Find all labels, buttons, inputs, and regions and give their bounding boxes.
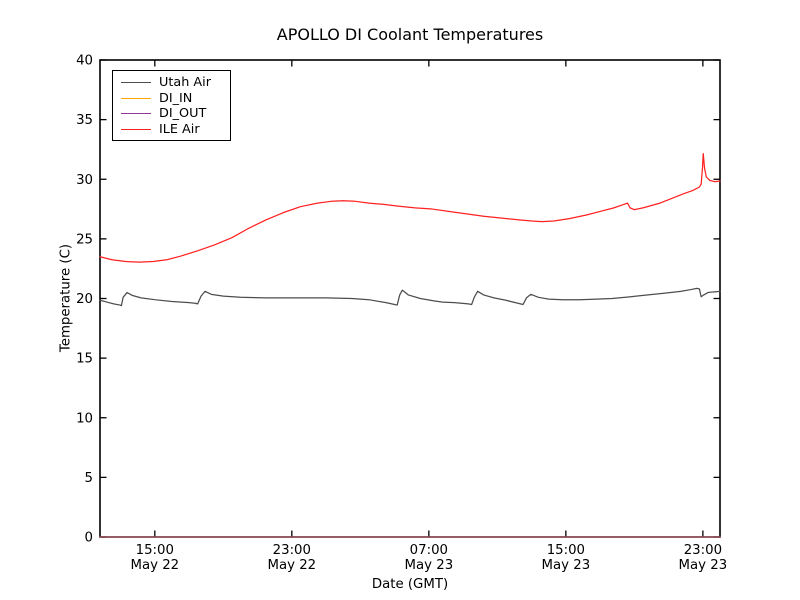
y-tick-label: 0 <box>85 531 93 546</box>
y-tick-label: 35 <box>76 113 93 128</box>
y-tick-label: 5 <box>85 471 93 486</box>
legend-item-di-out: DI_OUT <box>113 106 230 122</box>
y-tick-label: 20 <box>76 292 93 307</box>
legend-item-ile-air: ILE Air <box>113 122 230 138</box>
x-tick-time-label: 23:00 <box>684 543 722 558</box>
x-tick-date-label: May 22 <box>268 558 317 573</box>
x-tick-time-label: 15:00 <box>547 543 585 558</box>
x-tick-date-label: May 23 <box>542 558 591 573</box>
y-tick-label: 40 <box>76 54 93 69</box>
x-tick-time-label: 15:00 <box>136 543 174 558</box>
legend-label: ILE Air <box>159 121 200 137</box>
legend-line-swatch <box>121 128 151 130</box>
y-tick-label: 15 <box>76 352 93 367</box>
x-tick-date-label: May 23 <box>405 558 454 573</box>
y-tick-label: 30 <box>76 173 93 188</box>
x-tick-time-label: 07:00 <box>410 543 448 558</box>
legend-label: DI_IN <box>159 90 193 106</box>
legend-item-di-in: DI_IN <box>113 91 230 107</box>
legend-item-utah-air: Utah Air <box>113 75 230 91</box>
series-utah-air-line <box>99 287 721 307</box>
legend: Utah Air DI_IN DI_OUT ILE Air <box>112 70 231 141</box>
x-tick-date-label: May 22 <box>130 558 179 573</box>
legend-line-swatch <box>121 82 151 84</box>
series-ile-air-line <box>99 152 721 263</box>
y-axis-label: Temperature (C) <box>58 243 74 353</box>
legend-line-swatch <box>121 113 151 115</box>
chart-title: APOLLO DI Coolant Temperatures <box>276 25 544 44</box>
y-tick-label: 25 <box>76 232 93 247</box>
y-tick-label: 10 <box>76 411 93 426</box>
x-axis-label: Date (GMT) <box>371 577 449 592</box>
legend-label: Utah Air <box>159 75 211 91</box>
legend-label: DI_OUT <box>159 106 207 122</box>
x-tick-date-label: May 23 <box>679 558 728 573</box>
x-tick-time-label: 23:00 <box>273 543 311 558</box>
legend-line-swatch <box>121 97 151 99</box>
